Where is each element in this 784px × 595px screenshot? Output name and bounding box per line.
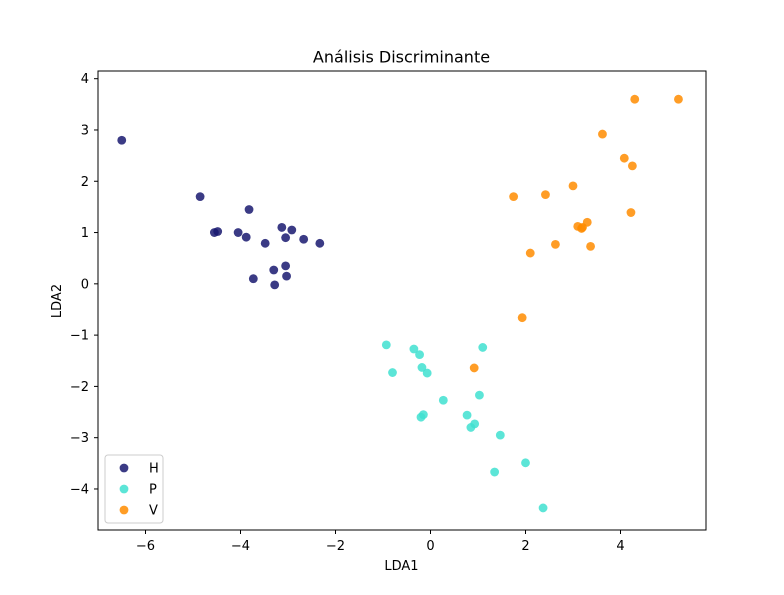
data-point	[241, 232, 251, 242]
legend-marker	[119, 463, 129, 473]
data-point	[315, 238, 325, 248]
data-point	[674, 94, 683, 104]
x-axis: −6 −4 −2 0 2 4	[136, 530, 625, 554]
data-point	[462, 410, 472, 420]
legend-marker	[119, 484, 129, 494]
series-h	[117, 135, 325, 290]
plot-frame	[97, 70, 707, 531]
data-point	[260, 238, 270, 248]
data-point	[551, 239, 560, 249]
x-tick-label: 2	[521, 539, 529, 554]
data-point	[475, 390, 484, 400]
x-tick-label: −2	[326, 539, 345, 554]
data-point	[438, 395, 448, 405]
data-point	[117, 135, 127, 145]
x-axis-label: LDA1	[384, 559, 418, 574]
data-point	[244, 205, 254, 214]
legend-label: P	[149, 483, 157, 498]
y-axis-label: LDA2	[50, 284, 65, 318]
data-point	[287, 225, 297, 235]
data-point	[195, 192, 205, 202]
y-tick-label: 1	[81, 226, 89, 241]
series-p	[381, 340, 548, 513]
y-tick-label: −3	[70, 431, 89, 446]
data-point	[417, 363, 427, 372]
data-point	[418, 410, 428, 420]
data-point	[213, 227, 223, 236]
data-point	[598, 129, 607, 139]
x-tick-label: 4	[616, 539, 624, 554]
y-tick-label: 3	[81, 123, 89, 138]
data-point	[299, 234, 309, 244]
data-point	[509, 192, 519, 202]
y-tick-label: −1	[70, 329, 89, 344]
y-tick-label: 0	[81, 277, 89, 292]
data-point	[270, 280, 280, 290]
data-point	[586, 241, 595, 251]
data-point	[627, 161, 637, 171]
x-tick-label: −6	[136, 539, 155, 554]
series-v	[469, 94, 683, 373]
x-tick-label: 0	[426, 539, 434, 554]
data-point	[388, 368, 397, 377]
data-point	[281, 233, 291, 243]
data-point	[521, 458, 530, 468]
data-point	[626, 208, 636, 217]
data-point	[517, 313, 527, 323]
data-point	[582, 217, 592, 227]
data-point	[282, 271, 291, 281]
legend-label: V	[149, 504, 158, 519]
legend-box	[104, 454, 164, 524]
legend: HPV	[104, 454, 164, 524]
y-axis: −4 −3 −2 −1 0 1 2 3 4	[70, 72, 98, 497]
data-point	[630, 94, 640, 104]
data-point	[281, 261, 291, 271]
data-point	[619, 153, 629, 163]
data-point	[233, 228, 243, 237]
data-point	[568, 181, 578, 191]
data-point	[381, 340, 391, 350]
data-point	[469, 363, 479, 373]
y-tick-label: −4	[70, 482, 89, 497]
data-point	[248, 274, 258, 284]
y-tick-label: 4	[81, 72, 89, 87]
chart-title: Análisis Discriminante	[313, 48, 490, 67]
y-tick-label: 2	[81, 175, 89, 190]
legend-label: H	[149, 462, 159, 477]
data-point	[409, 344, 419, 354]
y-tick-label: −2	[70, 380, 89, 395]
data-point	[478, 343, 488, 352]
data-point	[525, 248, 535, 258]
data-point	[541, 190, 550, 199]
data-point	[269, 265, 279, 275]
data-point	[470, 419, 480, 429]
legend-marker	[119, 505, 129, 515]
data-point	[277, 223, 287, 232]
x-tick-label: −4	[231, 539, 250, 554]
data-point	[415, 350, 424, 360]
data-point	[538, 503, 548, 513]
data-point	[495, 430, 505, 440]
data-point	[422, 368, 432, 378]
data-points	[117, 94, 683, 513]
data-point	[490, 467, 500, 477]
